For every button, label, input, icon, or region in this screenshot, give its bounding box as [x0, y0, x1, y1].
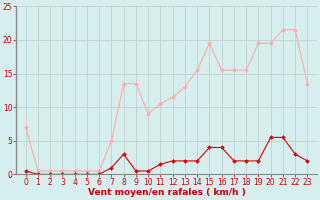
X-axis label: Vent moyen/en rafales ( km/h ): Vent moyen/en rafales ( km/h ) [88, 188, 245, 197]
